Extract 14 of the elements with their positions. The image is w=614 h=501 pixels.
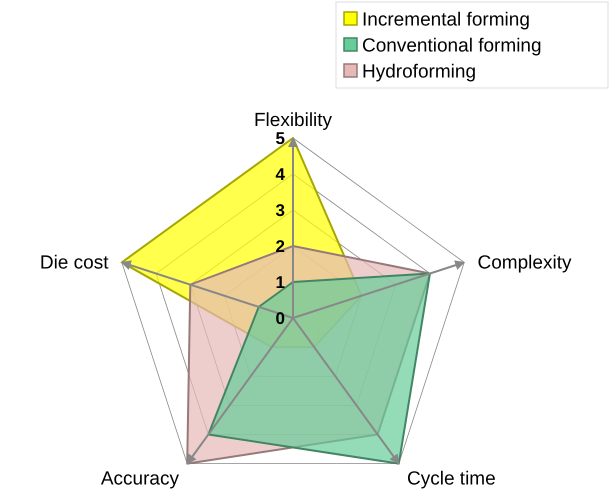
spoke-label: Accuracy — [100, 468, 180, 490]
legend-label: Hydroforming — [362, 62, 476, 83]
spoke-label: Complexity — [478, 252, 572, 274]
y-tick-label: 1 — [276, 272, 285, 292]
legend-label: Incremental forming — [362, 10, 530, 31]
legend-label: Conventional forming — [362, 36, 542, 57]
spoke-label: Flexibility — [254, 110, 333, 131]
spoke-label: Die cost — [40, 252, 110, 274]
y-tick-label: 5 — [276, 128, 285, 148]
y-tick-label: 3 — [276, 200, 285, 220]
spoke-label: Cycle time — [407, 468, 496, 490]
y-tick-label: 2 — [276, 236, 285, 256]
y-tick-label: 0 — [276, 308, 285, 328]
y-tick-label: 4 — [276, 164, 286, 184]
